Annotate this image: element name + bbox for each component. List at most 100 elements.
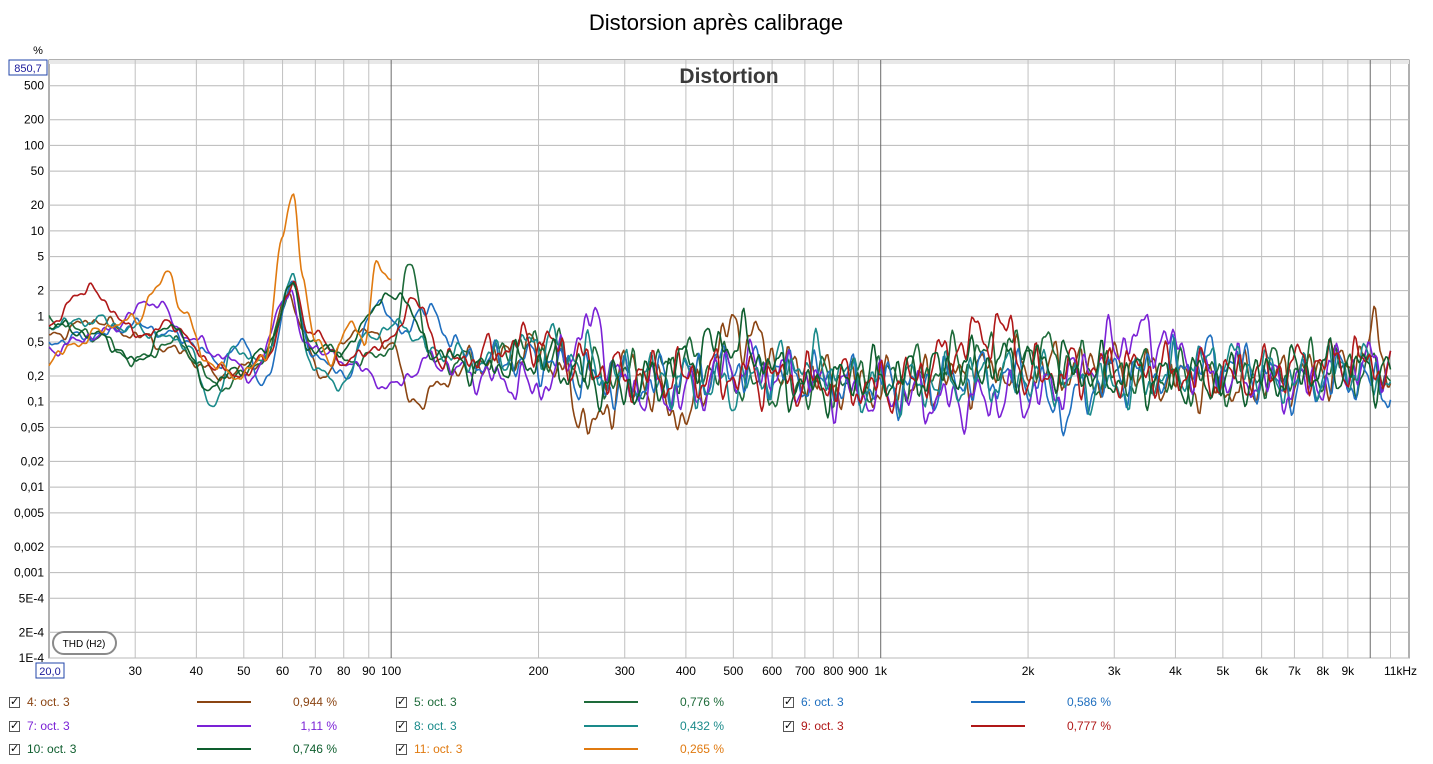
x-tick-label-14: 800 [823,664,843,678]
x-tick-label-15: 900 [848,664,868,678]
x-tick-label-2: 50 [237,664,251,678]
legend-checkbox-6[interactable] [783,719,794,732]
legend-entry-6: 9: oct. 3 0,777 % [783,716,1111,736]
legend-series-name: 9: oct. 3 [801,719,844,733]
distortion-chart: Distorsion après calibrage % Distortion … [8,10,1418,679]
x-tick-label-18: 3k [1108,664,1122,678]
legend-series-name: 5: oct. 3 [414,695,457,709]
x-tick-label-17: 2k [1022,664,1036,678]
series-line-8 [48,193,392,381]
y-axis-unit-label: % [33,45,43,57]
plot-top-band [49,60,1409,64]
x-tick-label-7: 100 [381,664,401,678]
legend-series-name: 8: oct. 3 [414,719,457,733]
series-line-3 [48,280,1392,437]
y-tick-label-3: 50 [31,164,45,178]
measurement-badge[interactable]: THD (H2) [52,631,117,655]
legend-line-swatch [584,701,638,703]
y-tick-label-7: 2 [37,284,44,298]
x-tick-label-16: 1k [874,664,888,678]
legend-series-value: 0,586 % [1066,695,1111,709]
y-tick-label-9: 0,5 [27,335,44,349]
legend-series-value: 0,776 % [679,695,724,709]
measurement-badge-label: THD (H2) [63,639,106,650]
legend-line-swatch [197,748,251,750]
x-tick-label-22: 7k [1288,664,1302,678]
legend-series-value: 0,432 % [679,719,724,733]
plot-area[interactable]: Distortion [48,59,1410,659]
y-tick-label-19: 2E-4 [19,625,45,639]
y-tick-label-12: 0,05 [21,420,45,434]
x-tick-label-20: 5k [1217,664,1231,678]
y-tick-label-14: 0,01 [21,480,45,494]
x-tick-label-0: 30 [129,664,143,678]
x-tick-label-3: 60 [276,664,290,678]
y-tick-label-18: 5E-4 [19,591,45,605]
y-tick-label-10: 0,2 [27,369,44,383]
legend-entry-1: 4: oct. 3 0,944 % [9,692,337,712]
legend-line-swatch [971,725,1025,727]
y-tick-label-20: 1E-4 [19,651,45,665]
legend-series-value: 0,265 % [679,742,724,756]
chart-title: Distorsion après calibrage [589,10,843,35]
legend-entry-7: 10: oct. 3 0,746 % [9,739,337,759]
plot-title: Distortion [679,65,778,88]
y-axis-start-box[interactable]: 850,7 [8,59,48,76]
y-tick-label-5: 10 [31,224,45,238]
legend-entry-4: 7: oct. 3 1,11 % [9,716,337,736]
legend-series-value: 0,944 % [292,695,337,709]
x-tick-label-11: 500 [723,664,743,678]
y-tick-label-13: 0,02 [21,454,45,468]
legend-line-swatch [584,748,638,750]
legend-checkbox-7[interactable] [9,742,20,755]
y-tick-label-4: 20 [31,198,45,212]
x-axis-start-box[interactable]: 20,0 [35,662,65,679]
legend-checkbox-8[interactable] [396,742,407,755]
legend-checkbox-1[interactable] [9,695,20,708]
x-tick-label-9: 300 [615,664,635,678]
legend-entry-2: 5: oct. 3 0,776 % [396,692,724,712]
y-tick-label-6: 5 [37,250,44,264]
legend-line-swatch [197,701,251,703]
x-tick-label-10: 400 [676,664,696,678]
legend-series-value: 0,746 % [292,742,337,756]
x-tick-label-24: 9k [1341,664,1355,678]
legend-line-swatch [584,725,638,727]
x-axis-start-value: 20,0 [39,666,60,678]
y-tick-label-17: 0,001 [14,566,44,580]
legend-line-swatch [971,701,1025,703]
legend-series-value: 0,777 % [1066,719,1111,733]
y-tick-label-8: 1 [37,309,44,323]
x-tick-label-8: 200 [529,664,549,678]
legend-series-value: 1,11 % [300,719,337,733]
x-axis-ticks: 30 40 50 60 70 80 90 100 200 300 400 500 600 700 800 90… [129,664,1418,678]
y-tick-label-16: 0,002 [14,540,44,554]
legend-checkbox-5[interactable] [396,719,407,732]
legend-checkbox-2[interactable] [396,695,407,708]
legend-entry-8: 11: oct. 3 0,265 % [396,739,724,759]
legend-checkbox-3[interactable] [783,695,794,708]
x-tick-label-12: 600 [762,664,782,678]
y-tick-label-15: 0,005 [14,506,44,520]
y-tick-label-2: 100 [24,138,44,152]
x-tick-label-1: 40 [190,664,204,678]
series-layer [48,193,1392,437]
legend-series-name: 7: oct. 3 [27,719,70,733]
x-tick-label-23: 8k [1316,664,1330,678]
x-tick-label-13: 700 [795,664,815,678]
legend-checkbox-4[interactable] [9,719,20,732]
y-axis-ticks: 500 200 100 50 20 10 5 2 1 0,5 0,2 0,1 0,05 0,02 0,01 0… [14,79,44,665]
y-tick-label-1: 200 [24,113,44,127]
x-tick-label-21: 6k [1255,664,1269,678]
legend-entry-5: 8: oct. 3 0,432 % [396,716,724,736]
legend-series-name: 4: oct. 3 [27,695,70,709]
x-tick-label-5: 80 [337,664,351,678]
series-line-6 [48,280,1392,414]
x-tick-label-4: 70 [309,664,323,678]
y-tick-label-11: 0,1 [27,395,44,409]
legend-line-swatch [197,725,251,727]
legend-series-name: 10: oct. 3 [27,742,77,756]
legend-entry-3: 6: oct. 3 0,586 % [783,692,1111,712]
x-tick-label-19: 4k [1169,664,1183,678]
y-tick-label-0: 500 [24,79,44,93]
